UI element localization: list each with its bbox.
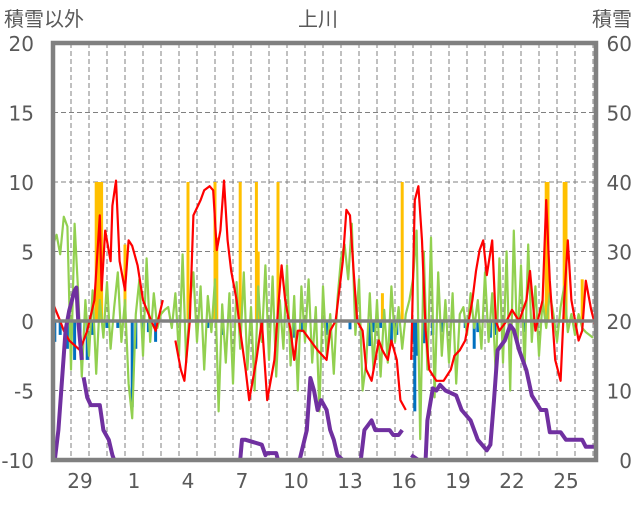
orange-bar: [254, 182, 258, 321]
blue-bar: [371, 321, 375, 333]
blue-bar: [146, 321, 150, 333]
left-tick-label: 20: [9, 32, 34, 56]
left-tick-label: 0: [21, 310, 34, 334]
orange-bar: [562, 182, 566, 321]
blue-bar: [368, 321, 372, 347]
x-tick-label: 29: [67, 469, 92, 493]
temperature-line: [410, 185, 598, 382]
plot-frame: [50, 40, 599, 463]
right-tick-label: 20: [607, 310, 632, 334]
orange-bar: [215, 237, 219, 321]
x-tick-label: 25: [553, 469, 578, 493]
right-tick-label: 30: [607, 241, 632, 265]
right-tick-label: 10: [607, 380, 632, 404]
snow-depth-line: [410, 323, 597, 462]
x-tick-label: 13: [337, 469, 362, 493]
blue-bar: [523, 321, 527, 333]
blue-bar: [415, 321, 419, 356]
left-tick-label: -10: [1, 449, 34, 473]
orange-bar: [186, 182, 190, 321]
left-tick-label: -5: [14, 380, 34, 404]
right-tick-label: 60: [607, 32, 632, 56]
blue-bar: [105, 321, 109, 328]
blue-bar: [389, 321, 393, 342]
blue-bar: [440, 321, 444, 333]
orange-bar: [276, 182, 280, 321]
x-tick-label: 4: [182, 469, 195, 493]
orange-bar: [94, 182, 98, 321]
blue-bar: [472, 321, 476, 349]
orange-bar: [544, 182, 548, 321]
left-tick-label: 15: [9, 102, 34, 126]
blue-bar: [58, 321, 62, 335]
orange-bar: [213, 182, 217, 321]
x-tick-label: 1: [128, 469, 141, 493]
blue-bar: [325, 321, 329, 335]
x-tick-label: 19: [445, 469, 470, 493]
blue-bar: [292, 321, 296, 338]
temperature-line: [52, 179, 164, 352]
blue-bar: [73, 321, 77, 360]
x-tick-label: 16: [391, 469, 416, 493]
blue-bar: [206, 321, 210, 328]
snow-depth-line: [52, 285, 84, 461]
right-tick-label: 0: [619, 449, 632, 473]
blue-bar: [411, 321, 415, 342]
x-tick-label: 10: [283, 469, 308, 493]
blue-bar: [413, 321, 417, 412]
blue-bar: [422, 321, 426, 344]
right-tick-label: 50: [607, 102, 632, 126]
x-tick-label: 7: [236, 469, 249, 493]
chart-title: 上川: [298, 7, 338, 31]
temperature-line: [174, 179, 407, 411]
tick-labels: -10 -5 0 5 10 15 20 0 10 20 30 40 50 60 29 1 4 7 10 13 16 19 2…: [1, 32, 632, 493]
snow-depth-line: [81, 376, 404, 462]
right-axis-label: 積雪: [592, 7, 632, 31]
orange-bar: [400, 182, 404, 321]
gridlines: [53, 43, 596, 460]
blue-bar: [116, 321, 120, 328]
blue-bar: [91, 321, 95, 335]
plot-border: [50, 40, 599, 463]
blue-bar: [476, 321, 480, 333]
blue-bar: [379, 321, 383, 328]
left-axis-label: 積雪以外: [4, 7, 84, 31]
right-tick-label: 40: [607, 171, 632, 195]
line-series: [51, 179, 598, 462]
orange-bar: [380, 293, 384, 321]
orange-bar: [564, 182, 568, 321]
x-tick-label: 22: [499, 469, 524, 493]
blue-bar: [348, 321, 352, 330]
blue-bar: [65, 321, 69, 349]
orange-bar: [580, 279, 584, 321]
green-series-line: [51, 215, 594, 441]
orange-bar: [238, 182, 242, 321]
left-tick-label: 10: [9, 171, 34, 195]
left-tick-label: 5: [21, 241, 34, 265]
blue-bar: [130, 321, 134, 408]
blue-bar: [494, 321, 498, 335]
blue-bar: [299, 321, 303, 333]
